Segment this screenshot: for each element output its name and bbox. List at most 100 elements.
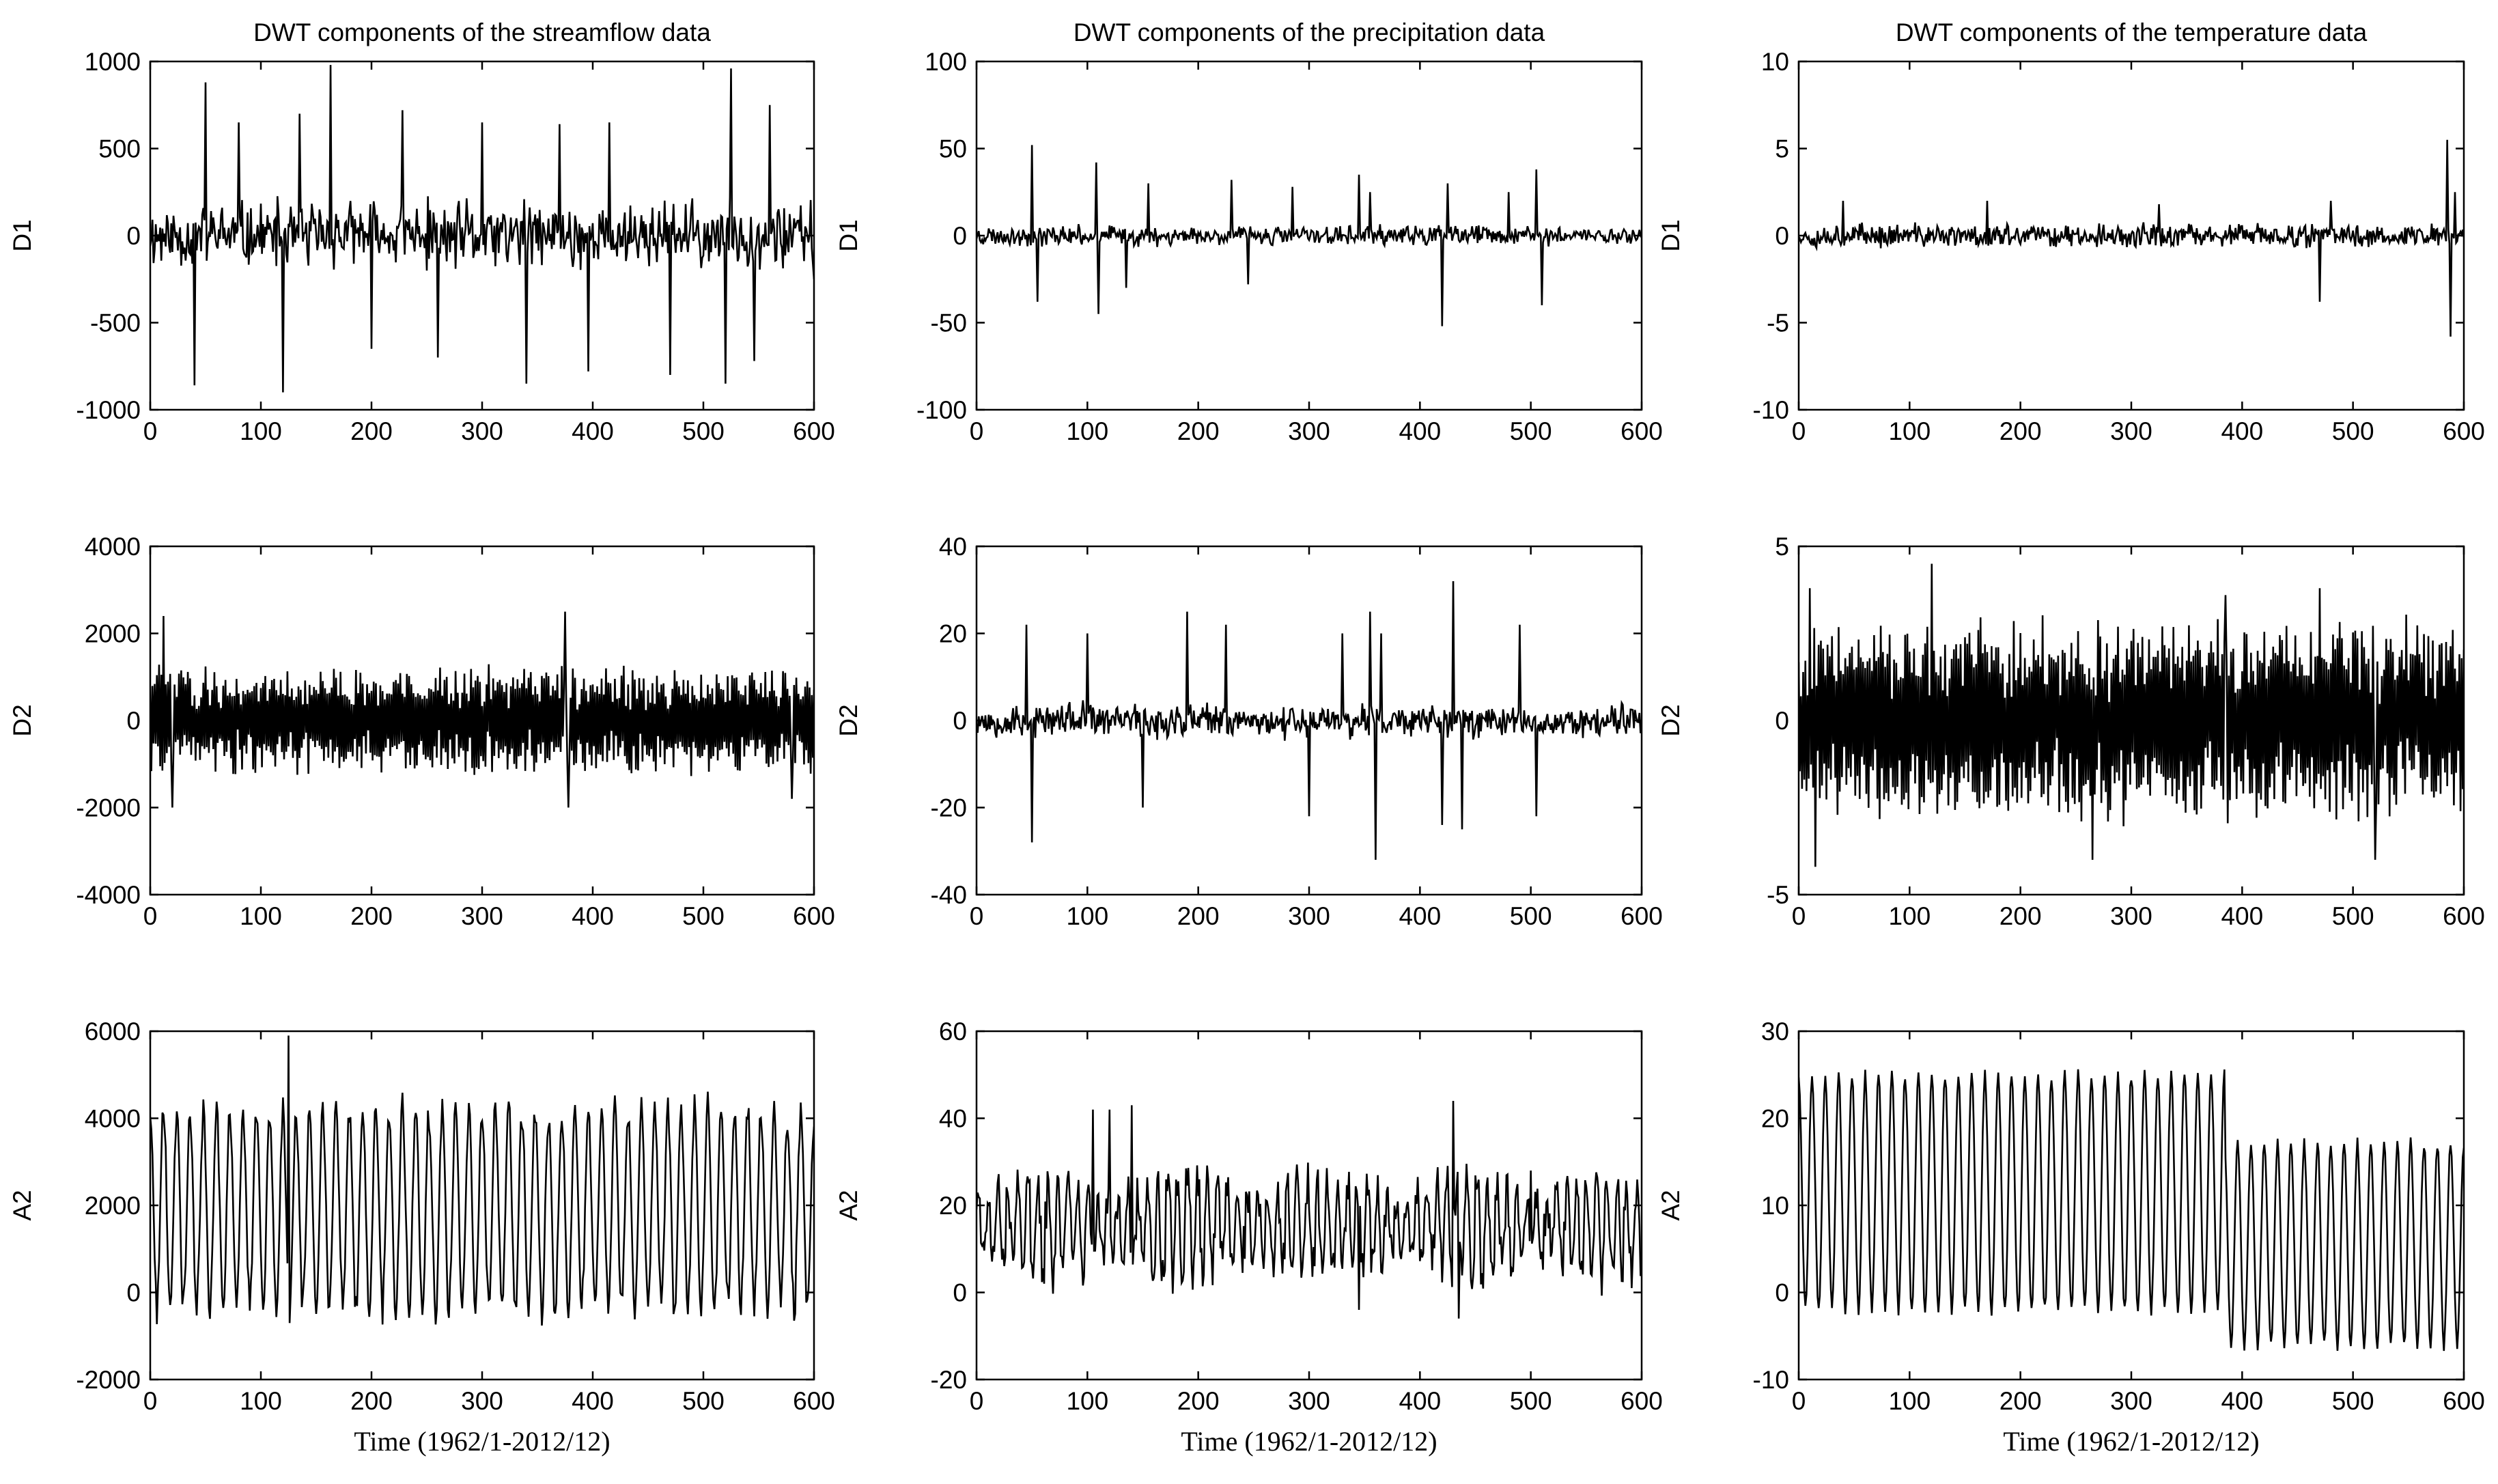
x-tick-label: 200 <box>350 417 393 445</box>
x-axis-label: Time (1962/1-2012/12) <box>1181 1426 1437 1457</box>
y-axis-label: D1 <box>834 219 862 251</box>
y-tick-label: 50 <box>939 135 967 163</box>
x-tick-label: 400 <box>2221 417 2263 445</box>
y-tick-label: 30 <box>1761 1018 1789 1046</box>
x-tick-label: 400 <box>1399 1387 1441 1415</box>
x-tick-label: 0 <box>1792 417 1806 445</box>
panel-7: 0 100 200 300 400 500 600-20000200040006000A2T… <box>8 1018 835 1457</box>
x-tick-label: 100 <box>240 417 282 445</box>
y-axis-label: A2 <box>8 1190 36 1220</box>
x-tick-label: 200 <box>1999 1387 2042 1415</box>
x-tick-label: 500 <box>682 417 725 445</box>
x-tick-label: 500 <box>2332 902 2374 930</box>
y-tick-label: 0 <box>953 707 967 735</box>
x-tick-label: 300 <box>2110 902 2152 930</box>
x-tick-label: 500 <box>682 1387 725 1415</box>
y-tick-label: 40 <box>939 1105 967 1133</box>
y-tick-label: 6000 <box>85 1018 141 1046</box>
series-line-1 <box>1799 563 2464 867</box>
x-tick-label: 400 <box>572 902 614 930</box>
x-tick-label: 0 <box>1792 902 1806 930</box>
y-axis-label: D1 <box>1657 219 1685 251</box>
y-tick-label: 4000 <box>85 533 141 561</box>
x-tick-label: 500 <box>1510 902 1552 930</box>
y-axis-label: D2 <box>1657 704 1685 736</box>
y-tick-label: -5 <box>1767 309 1789 337</box>
chart-title: DWT components of the streamflow data <box>253 18 711 46</box>
x-tick-label: 600 <box>793 1387 835 1415</box>
plot-frame <box>975 545 1643 896</box>
y-tick-label: 0 <box>126 1279 141 1307</box>
x-tick-label: 500 <box>682 902 725 930</box>
x-tick-label: 300 <box>461 1387 503 1415</box>
y-tick-label: 0 <box>1775 1279 1789 1307</box>
series-line-1 <box>150 65 814 393</box>
x-tick-label: 400 <box>1399 417 1441 445</box>
panel-2: 0 100 200 300 400 500 600 -100 -50 0 50 100 DWT comp… <box>834 18 1663 445</box>
series-line-1 <box>1799 139 2464 337</box>
y-axis-label: D2 <box>834 704 862 736</box>
x-tick-label: 500 <box>1510 417 1552 445</box>
panel-5: 0 100 200 300 400 500 600 -40 -20 0 20 40 D2 <box>834 533 1663 930</box>
x-tick-label: 600 <box>1620 1387 1663 1415</box>
x-tick-label: 500 <box>1510 1387 1552 1415</box>
x-tick-label: 500 <box>2332 1387 2374 1415</box>
x-tick-label: 300 <box>2110 1387 2152 1415</box>
x-tick-label: 100 <box>1066 417 1108 445</box>
series-line-1 <box>977 580 1642 860</box>
y-tick-label: 1000 <box>85 48 141 76</box>
x-tick-label: 300 <box>461 902 503 930</box>
y-tick-label: -1000 <box>76 396 141 424</box>
y-tick-label: 2000 <box>85 1192 141 1220</box>
y-tick-label: 5 <box>1775 533 1789 561</box>
y-tick-label: -20 <box>931 1366 967 1394</box>
x-tick-label: 100 <box>1066 1387 1108 1415</box>
x-tick-label: 200 <box>350 902 393 930</box>
x-tick-label: 100 <box>1888 1387 1931 1415</box>
y-tick-label: 500 <box>98 135 141 163</box>
x-tick-label: 400 <box>2221 902 2263 930</box>
x-tick-label: 100 <box>240 1387 282 1415</box>
x-tick-label: 600 <box>1620 902 1663 930</box>
x-tick-label: 400 <box>572 417 614 445</box>
x-tick-label: 400 <box>2221 1387 2263 1415</box>
chart-title: DWT components of the temperature data <box>1896 18 2368 46</box>
y-tick-label: 20 <box>939 1192 967 1220</box>
y-tick-label: -4000 <box>76 881 141 909</box>
y-tick-label: -10 <box>1753 396 1789 424</box>
x-tick-label: 200 <box>1999 417 2042 445</box>
y-tick-label: 0 <box>953 222 967 250</box>
plot-frame <box>149 1030 815 1381</box>
y-tick-label: 2000 <box>85 620 141 648</box>
x-tick-label: 200 <box>1177 417 1220 445</box>
series-line-1 <box>977 145 1642 326</box>
y-axis-label: A2 <box>834 1190 862 1220</box>
x-tick-label: 600 <box>1620 417 1663 445</box>
series-line-1 <box>1799 1069 2464 1352</box>
y-tick-label: -100 <box>916 396 967 424</box>
y-tick-label: 20 <box>939 620 967 648</box>
x-tick-label: 200 <box>1177 1387 1220 1415</box>
x-tick-label: 0 <box>970 417 984 445</box>
y-tick-label: -500 <box>90 309 141 337</box>
x-axis-label: Time (1962/1-2012/12) <box>2003 1426 2259 1457</box>
y-tick-label: 4000 <box>85 1105 141 1133</box>
x-axis-label: Time (1962/1-2012/12) <box>354 1426 610 1457</box>
series-line-1 <box>977 1100 1642 1319</box>
y-tick-label: 20 <box>1761 1105 1789 1133</box>
series-line-1 <box>150 611 814 808</box>
y-tick-label: 0 <box>126 707 141 735</box>
x-tick-label: 0 <box>970 1387 984 1415</box>
x-tick-label: 200 <box>350 1387 393 1415</box>
x-tick-label: 100 <box>1888 417 1931 445</box>
x-tick-label: 300 <box>461 417 503 445</box>
y-tick-label: 60 <box>939 1018 967 1046</box>
y-tick-label: -50 <box>931 309 967 337</box>
y-tick-label: 10 <box>1761 48 1789 76</box>
y-tick-label: 100 <box>925 48 967 76</box>
x-tick-label: 600 <box>2443 417 2485 445</box>
x-tick-label: 500 <box>2332 417 2374 445</box>
x-tick-label: 0 <box>143 902 158 930</box>
